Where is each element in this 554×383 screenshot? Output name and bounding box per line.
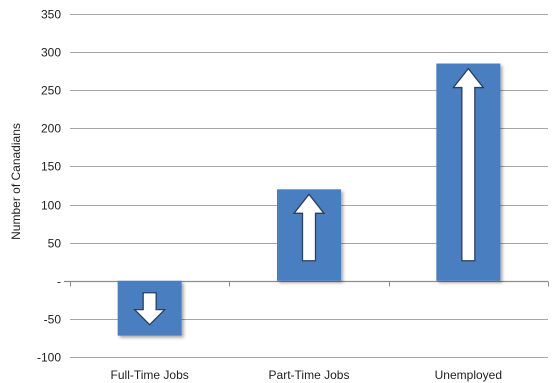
arrow-up-icon bbox=[451, 67, 485, 262]
bar-group bbox=[117, 280, 182, 336]
arrow-up-icon bbox=[292, 193, 326, 262]
x-axis-category-labels: Full-Time Jobs Part-Time Jobs Unemployed bbox=[111, 368, 502, 382]
x-axis-tick-marks bbox=[70, 281, 549, 287]
y-tick-label: 50 bbox=[48, 237, 62, 251]
bars bbox=[117, 63, 501, 336]
y-tick-label: 350 bbox=[41, 8, 61, 22]
y-tick-label: 100 bbox=[41, 199, 61, 213]
bar-group bbox=[277, 189, 341, 281]
y-tick-label: 150 bbox=[41, 160, 61, 174]
y-tick-label: -100 bbox=[37, 351, 61, 365]
category-label: Part-Time Jobs bbox=[269, 368, 350, 382]
y-axis-title: Number of Canadians bbox=[9, 123, 23, 240]
y-tick-label: 200 bbox=[41, 122, 61, 136]
category-label: Unemployed bbox=[435, 368, 502, 382]
bar-group bbox=[436, 63, 501, 281]
y-tick-label: 300 bbox=[41, 46, 61, 60]
arrow-down-icon bbox=[133, 292, 167, 326]
y-tick-label: 250 bbox=[41, 84, 61, 98]
y-tick-label: -50 bbox=[44, 313, 62, 327]
y-tick-label: - bbox=[57, 275, 61, 289]
category-label: Full-Time Jobs bbox=[111, 368, 189, 382]
y-axis-tick-labels: 350 300 250 200 150 100 50 - -50 -100 bbox=[37, 8, 61, 365]
